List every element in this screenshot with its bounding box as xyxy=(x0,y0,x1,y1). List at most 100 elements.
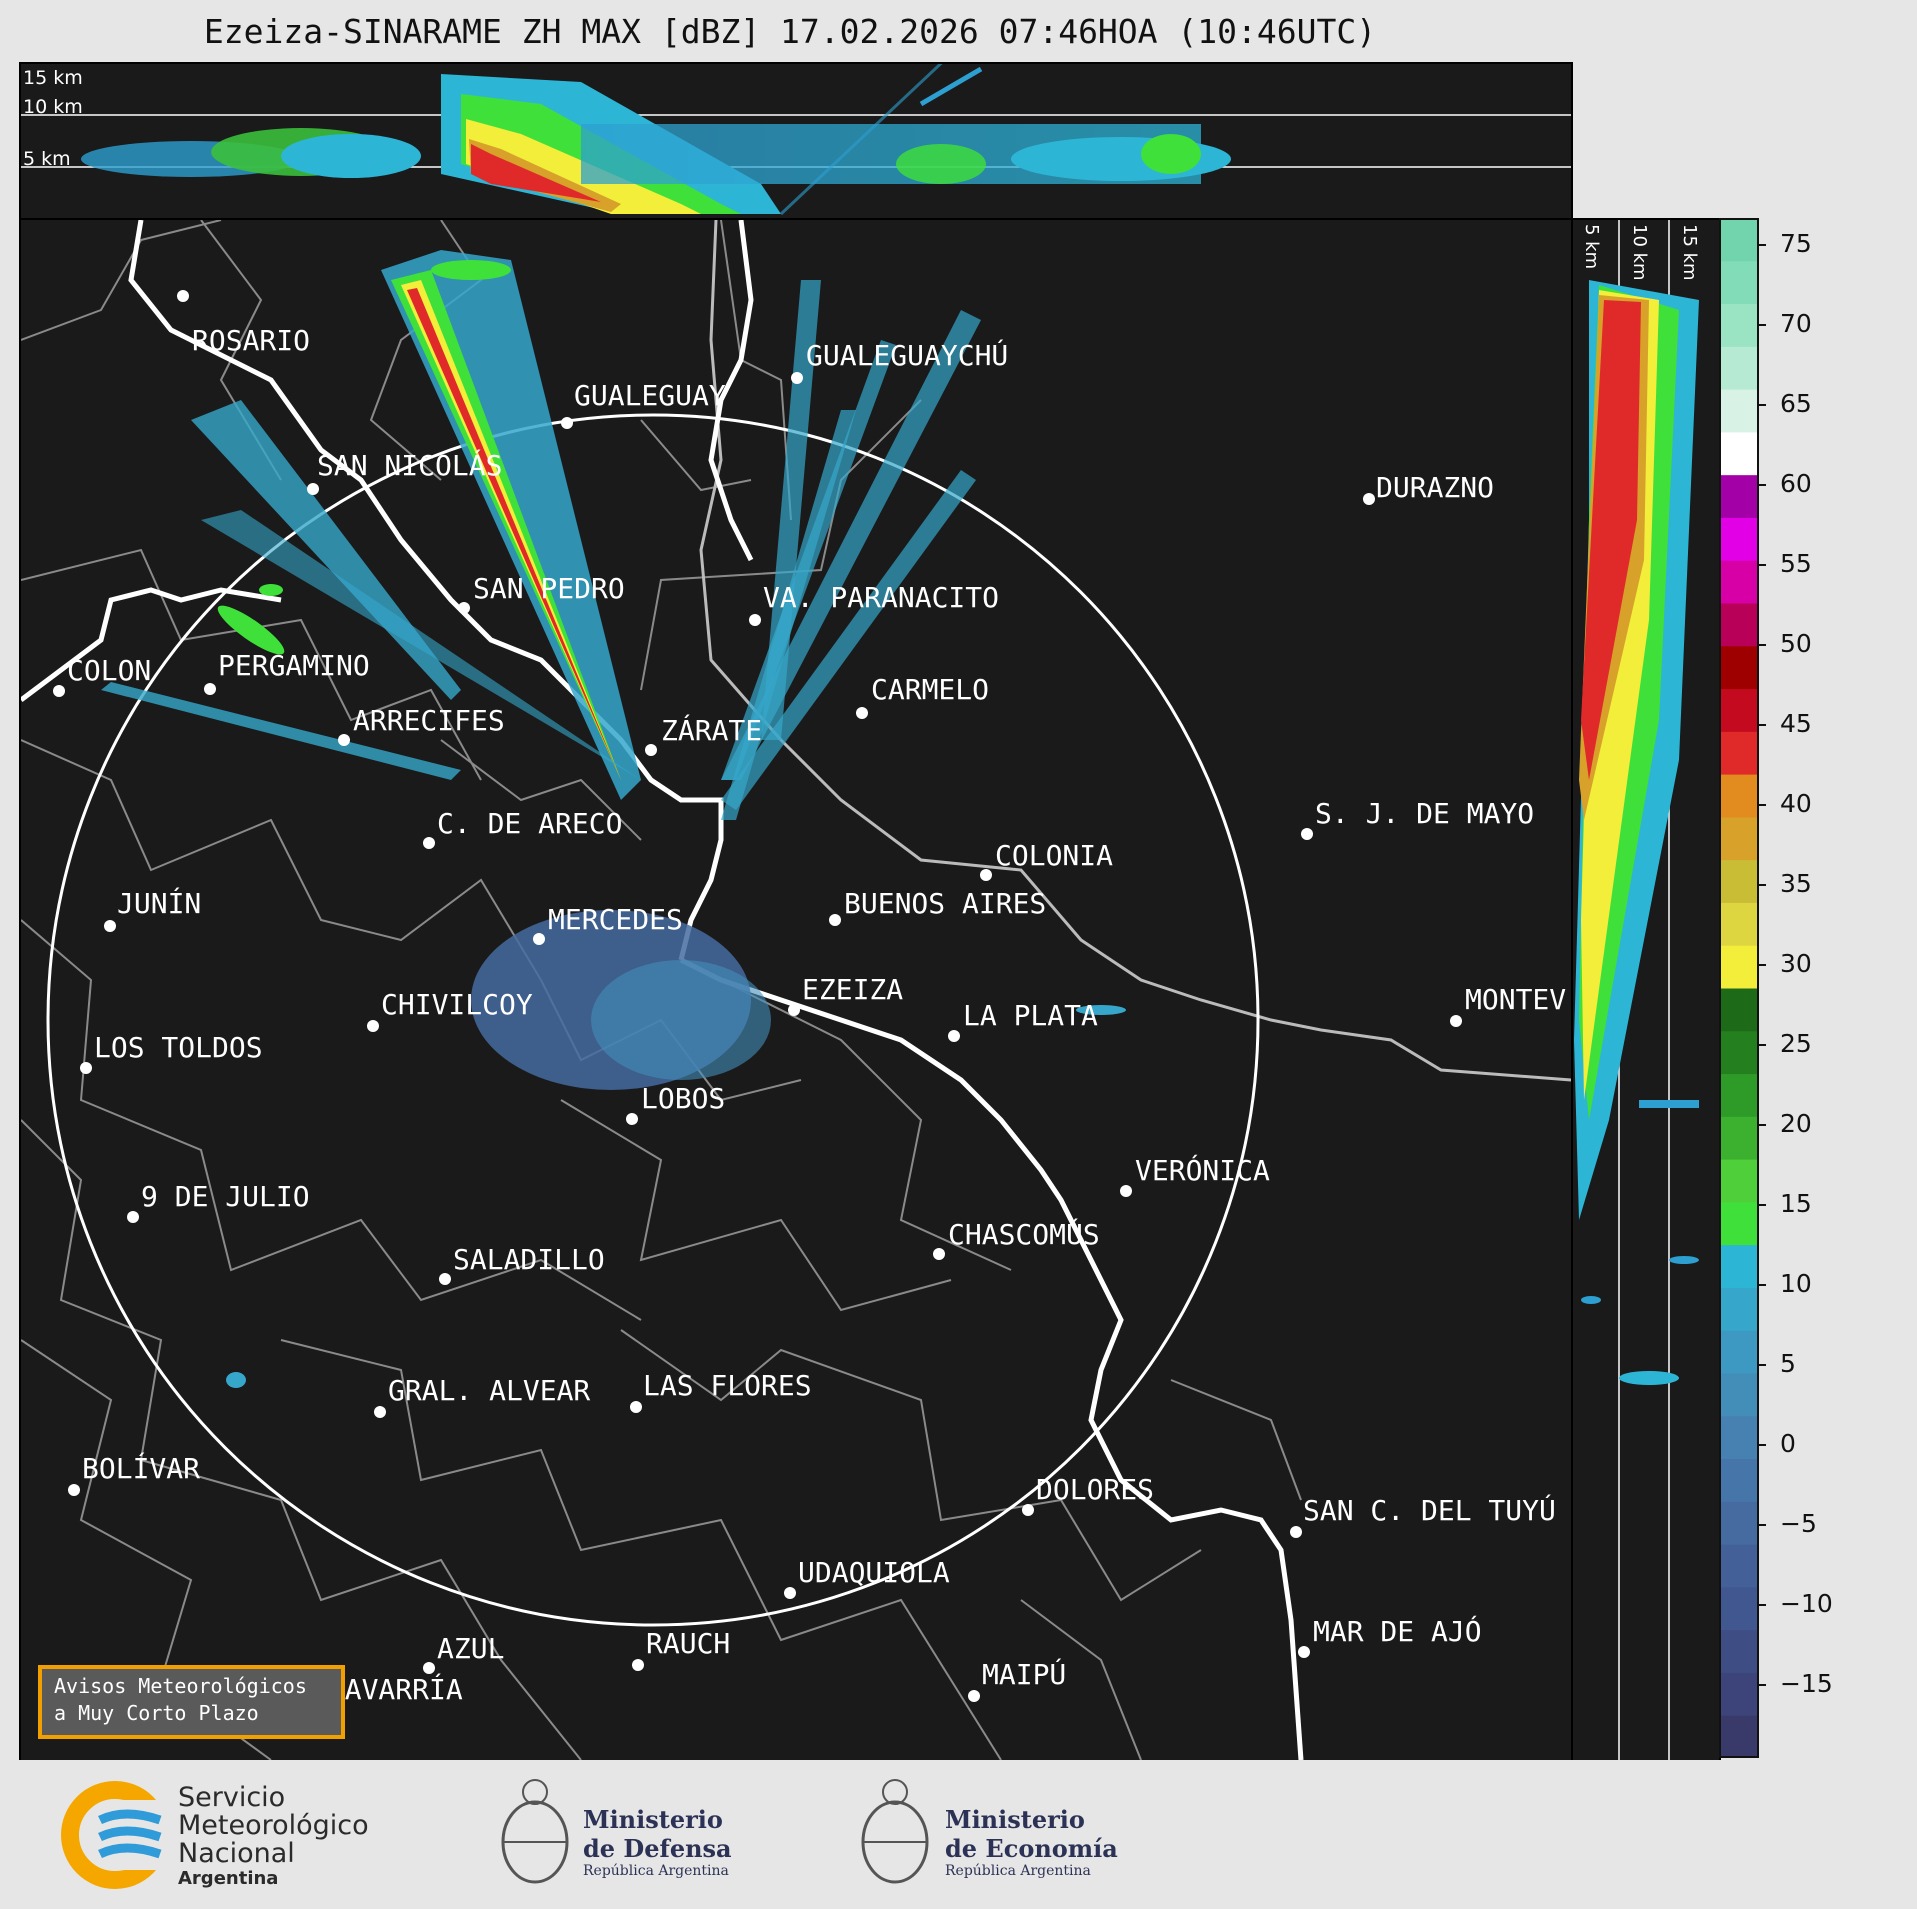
colorbar-tick-label: 45 xyxy=(1780,709,1812,738)
colorbar xyxy=(1719,218,1759,1758)
colorbar-bin xyxy=(1719,1629,1759,1673)
colorbar-bin xyxy=(1719,346,1759,390)
city-label: CARMELO xyxy=(871,673,989,706)
colorbar-bin xyxy=(1719,1116,1759,1160)
smn-name-4: Argentina xyxy=(178,1868,279,1889)
colorbar-bin xyxy=(1719,645,1759,690)
colorbar-tick-label: 55 xyxy=(1780,549,1812,578)
city-label: ROSARIO xyxy=(192,324,310,357)
colorbar-bin xyxy=(1719,1159,1759,1203)
colorbar-tick xyxy=(1759,564,1766,566)
colorbar-bin xyxy=(1719,1073,1759,1117)
colorbar-tick xyxy=(1759,244,1766,246)
colorbar-bin xyxy=(1719,389,1759,433)
city-label: VA. PARANACITO xyxy=(763,581,999,614)
city-label: COLON xyxy=(67,654,151,687)
colorbar-bin xyxy=(1719,1373,1759,1417)
city-label: LOS TOLDOS xyxy=(94,1031,263,1064)
colorbar-tick xyxy=(1759,724,1766,726)
colorbar-tick xyxy=(1759,1044,1766,1046)
top-cross-section: 15 km 10 km 5 km xyxy=(19,62,1573,220)
colorbar-bin xyxy=(1719,1201,1759,1246)
colorbar-bin xyxy=(1719,688,1759,732)
city-label: GUALEGUAYCHÚ xyxy=(806,338,1008,372)
city-label: SAN C. DEL TUYÚ xyxy=(1303,1493,1556,1527)
city-label: ARRECIFES xyxy=(353,704,505,737)
colorbar-bin xyxy=(1719,731,1759,775)
colorbar-tick-label: 15 xyxy=(1780,1189,1812,1218)
colorbar-tick xyxy=(1759,644,1766,646)
colorbar-tick-label: 10 xyxy=(1780,1269,1812,1298)
city-label: CHIVILCOY xyxy=(381,988,533,1021)
warnings-link[interactable]: Avisos Meteorológicos a Muy Corto Plazo xyxy=(38,1665,345,1739)
smn-logo-icon xyxy=(61,1781,170,1889)
city-label: S. J. DE MAYO xyxy=(1315,797,1534,830)
colorbar-bin xyxy=(1719,945,1759,989)
city-label: MONTEV xyxy=(1465,983,1566,1016)
footer: Servicio Meteorológico Nacional Argentin… xyxy=(0,1760,1917,1909)
city-label: ZÁRATE xyxy=(661,713,762,747)
colorbar-tick-label: 20 xyxy=(1780,1109,1812,1138)
colorbar-bin xyxy=(1719,603,1759,647)
defensa-name-2: de Defensa xyxy=(583,1834,732,1863)
height-label-5km: 5 km xyxy=(23,148,71,170)
colorbar-bin xyxy=(1719,260,1759,305)
city-label: PERGAMINO xyxy=(218,649,370,682)
warnings-line-2: a Muy Corto Plazo xyxy=(54,1701,259,1725)
colorbar-tick xyxy=(1759,884,1766,886)
city-label: CHASCOMÚS xyxy=(948,1217,1100,1251)
height-label-10km: 10 km xyxy=(23,96,83,118)
colorbar-bin xyxy=(1719,1586,1759,1631)
colorbar-tick-label: 40 xyxy=(1780,789,1812,818)
range-ring xyxy=(46,413,1260,1627)
city-label: VERÓNICA xyxy=(1135,1153,1270,1187)
colorbar-bin xyxy=(1719,560,1759,604)
chart-title: Ezeiza-SINARAME ZH MAX [dBZ] 17.02.2026 … xyxy=(203,12,1377,51)
city-label: BOLÍVAR xyxy=(82,1451,200,1485)
colorbar-bin xyxy=(1719,1244,1759,1288)
colorbar-tick xyxy=(1759,1444,1766,1446)
colorbar-tick xyxy=(1759,1204,1766,1206)
colorbar-tick-label: 70 xyxy=(1780,309,1812,338)
colorbar-bin xyxy=(1719,1330,1759,1374)
colorbar-tick-label: 65 xyxy=(1780,389,1812,418)
economia-name-2: de Economía xyxy=(945,1834,1118,1863)
colorbar-bin xyxy=(1719,1030,1759,1075)
colorbar-tick-label: −5 xyxy=(1780,1509,1817,1538)
city-label: JUNÍN xyxy=(117,886,201,920)
smn-name-3: Nacional xyxy=(178,1838,295,1869)
defensa-name-3: República Argentina xyxy=(583,1863,729,1879)
rivers-coastline xyxy=(21,220,1304,1760)
colorbar-tick xyxy=(1759,804,1766,806)
coat-of-arms-icon xyxy=(861,1779,929,1884)
city-label: EZEIZA xyxy=(802,973,903,1006)
colorbar-tick-label: 60 xyxy=(1780,469,1812,498)
city-label: SALADILLO xyxy=(453,1243,605,1276)
colorbar-tick xyxy=(1759,1684,1766,1686)
radar-map[interactable]: ROSARIO GUALEGUAYCHÚ GUALEGUAY SAN NICOL… xyxy=(19,218,1573,1762)
colorbar-bin xyxy=(1719,1715,1759,1758)
colorbar-tick xyxy=(1759,1604,1766,1606)
colorbar-tick-label: 30 xyxy=(1780,949,1812,978)
city-label: BUENOS AIRES xyxy=(844,887,1046,920)
colorbar-bin xyxy=(1719,1672,1759,1716)
city-label: AZUL xyxy=(437,1632,504,1665)
colorbar-bin xyxy=(1719,1415,1759,1460)
colorbar-tick-label: 25 xyxy=(1780,1029,1812,1058)
colorbar-tick-label: −10 xyxy=(1780,1589,1833,1618)
city-label: MERCEDES xyxy=(548,903,683,936)
colorbar-tick-label: 0 xyxy=(1780,1429,1796,1458)
colorbar-bin xyxy=(1719,1544,1759,1588)
city-label: LOBOS xyxy=(641,1082,725,1115)
colorbar-bin xyxy=(1719,303,1759,347)
colorbar-tick-label: 35 xyxy=(1780,869,1812,898)
height-label-15km-side: 15 km xyxy=(1679,224,1700,281)
city-label: MAIPÚ xyxy=(982,1657,1066,1691)
colorbar-bin xyxy=(1719,1458,1759,1502)
city-label: MAR DE AJÓ xyxy=(1313,1614,1482,1648)
side-echo-band xyxy=(1574,280,1699,1385)
colorbar-tick xyxy=(1759,324,1766,326)
colorbar-tick xyxy=(1759,1284,1766,1286)
city-label: SAN NICOLÁS xyxy=(317,448,502,482)
colorbar-tick xyxy=(1759,964,1766,966)
